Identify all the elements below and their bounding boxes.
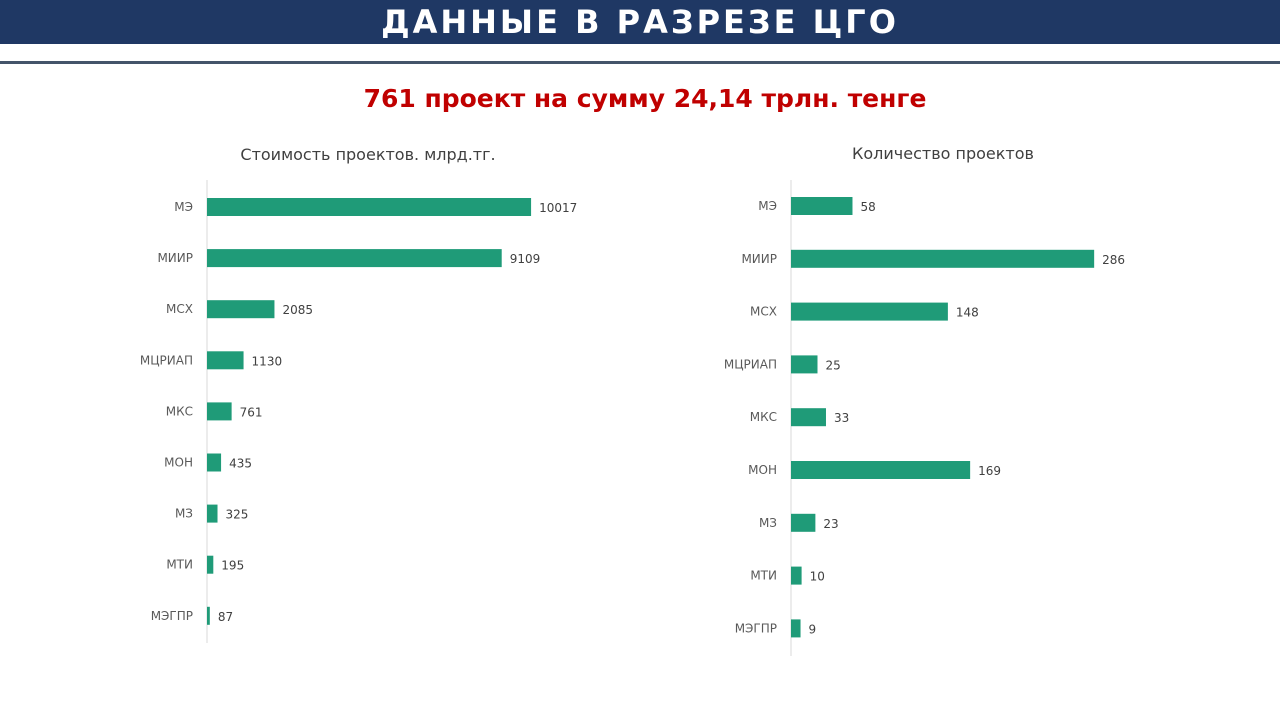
cost-value-label: 87 <box>218 610 233 624</box>
count-value-label: 286 <box>1102 253 1125 267</box>
cost-category-label: МЗ <box>175 507 193 521</box>
count-value-label: 58 <box>860 200 875 214</box>
count-value-label: 10 <box>810 570 825 584</box>
count-value-label: 23 <box>823 517 838 531</box>
cost-category-label: МОН <box>164 456 193 470</box>
cost-category-label: МЦРИАП <box>140 353 193 367</box>
count-category-label: МЦРИАП <box>724 357 777 371</box>
count-bar <box>791 408 826 427</box>
count-bar <box>791 197 853 215</box>
count-category-label: МЭ <box>758 199 777 213</box>
cost-category-label: МЭГПР <box>151 609 193 623</box>
count-value-label: 148 <box>956 306 979 320</box>
count-bar <box>791 513 816 532</box>
cost-value-label: 761 <box>240 405 263 419</box>
count-value-label: 9 <box>809 622 817 636</box>
cost-bar <box>207 555 214 574</box>
cost-value-label: 10017 <box>539 201 577 215</box>
count-bar <box>791 566 802 585</box>
summary-subtitle: 761 проект на сумму 24,14 трлн. тенге <box>363 84 927 113</box>
cost-bar <box>207 504 218 523</box>
cost-value-label: 325 <box>226 508 249 522</box>
cost-bar <box>207 453 222 472</box>
count-category-label: МСХ <box>750 305 777 319</box>
count-bar <box>791 355 818 374</box>
cost-category-label: МСХ <box>166 302 193 316</box>
count-value-label: 169 <box>978 464 1001 478</box>
count-category-label: МКС <box>750 410 777 424</box>
cost-chart-title: Стоимость проектов. млрд.тг. <box>240 145 496 164</box>
cost-value-label: 9109 <box>510 252 541 266</box>
cost-bar <box>207 351 244 370</box>
cost-value-label: 195 <box>221 559 244 573</box>
count-category-label: МЭГПР <box>735 621 777 635</box>
count-bar <box>791 619 801 638</box>
header-divider <box>0 61 1280 64</box>
cost-category-label: МКС <box>166 404 193 418</box>
cost-bar <box>207 198 532 216</box>
cost-category-label: МТИ <box>166 558 193 572</box>
cost-bar <box>207 249 502 268</box>
cost-bar <box>207 300 275 319</box>
count-bar <box>791 249 1095 268</box>
cost-value-label: 435 <box>229 457 252 471</box>
count-value-label: 25 <box>826 358 841 372</box>
count-chart-title: Количество проектов <box>852 144 1034 163</box>
count-bar <box>791 302 948 321</box>
cost-bar <box>207 402 232 421</box>
cost-value-label: 2085 <box>282 303 313 317</box>
count-category-label: МЗ <box>759 516 777 530</box>
cost-category-label: МЭ <box>174 200 193 214</box>
count-category-label: МОН <box>748 463 777 477</box>
cost-bar <box>207 606 210 625</box>
count-category-label: МИИР <box>741 252 777 266</box>
header-bar: ДАННЫЕ В РАЗРЕЗЕ ЦГО <box>0 0 1280 44</box>
cost-category-label: МИИР <box>157 251 193 265</box>
count-bar <box>791 461 971 479</box>
count-value-label: 33 <box>834 411 849 425</box>
page-title: ДАННЫЕ В РАЗРЕЗЕ ЦГО <box>381 3 899 41</box>
cost-value-label: 1130 <box>252 354 283 368</box>
count-category-label: МТИ <box>750 569 777 583</box>
